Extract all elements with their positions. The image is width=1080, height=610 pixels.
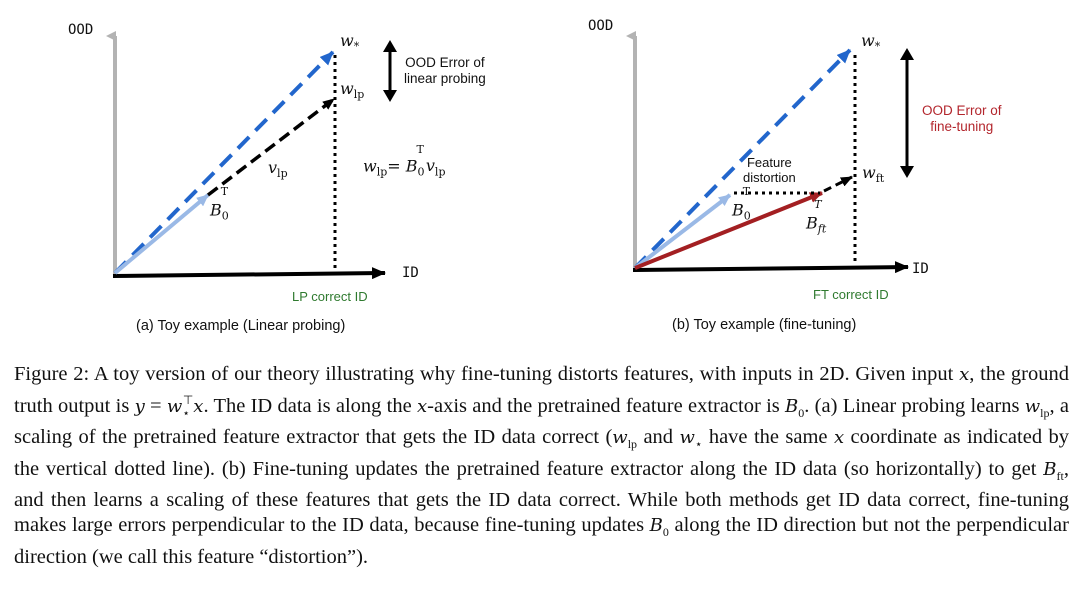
lp-correct-id-label: LP correct ID (292, 289, 368, 304)
y-axis-label: OOD (68, 22, 94, 38)
feature-distortion-line1: Feature (746, 155, 792, 170)
figure-caption: Figure 2: A toy version of our theory il… (14, 363, 1069, 568)
ood-error-arrowhead-up (383, 40, 397, 52)
ood-error-label: OOD Error of fine-tuning (922, 103, 1002, 134)
v-lp-label: vlp (268, 158, 288, 181)
panel-a-diagram (106, 31, 397, 280)
w-ft-dashed-arrow (823, 175, 853, 193)
b0-label: B0T (210, 185, 229, 223)
panel-a-caption: (a) Toy example (Linear probing) (136, 318, 346, 334)
w-star-label: w* (861, 31, 881, 54)
ood-error-label-line2: fine-tuning (930, 118, 994, 134)
panel-b-diagram (626, 31, 914, 274)
ood-error-arrowhead-down (900, 166, 914, 178)
feature-distortion-label: Feature distortion (743, 155, 796, 186)
x-axis (112, 267, 386, 280)
w-star-dashed-arrow (113, 50, 335, 275)
bft-arrow (634, 191, 823, 270)
panel-fine-tuning: OOD ID w* wft B0T BftT Feature distortio… (540, 0, 1080, 345)
w-lp-label: wlp (340, 79, 365, 102)
b0-arrow (633, 193, 732, 270)
w-star-label: w* (340, 31, 360, 54)
y-axis-label: OOD (588, 18, 614, 34)
panel-linear-probing: OOD ID w* wlp vlp B0T wlp= B0Tvlp OOD Er… (0, 0, 540, 345)
panel-b-caption: (b) Toy example (fine-tuning) (672, 317, 857, 333)
ood-error-label-line1: OOD Error of (405, 55, 485, 70)
feature-distortion-line2: distortion (743, 169, 796, 185)
w-ft-label: wft (862, 163, 885, 186)
ood-error-arrowhead-up (900, 48, 914, 60)
bft-label: BftT (806, 198, 827, 236)
ft-correct-id-label: FT correct ID (813, 287, 889, 302)
x-axis (632, 261, 909, 274)
ood-error-arrowhead-down (383, 90, 397, 102)
w-lp-equation: wlp= B0Tvlp (363, 143, 446, 179)
ood-error-label-line1: OOD Error of (922, 103, 1002, 118)
ood-error-label: OOD Error of linear probing (404, 55, 486, 86)
w-star-dashed-arrow (633, 48, 852, 270)
ood-error-label-line2: linear probing (404, 70, 486, 86)
v-lp-dashed-arrow (206, 97, 336, 197)
x-axis-label: ID (402, 265, 419, 281)
b0-label: B0T (732, 185, 751, 223)
x-axis-label: ID (912, 261, 929, 277)
b0-arrow (113, 193, 210, 275)
